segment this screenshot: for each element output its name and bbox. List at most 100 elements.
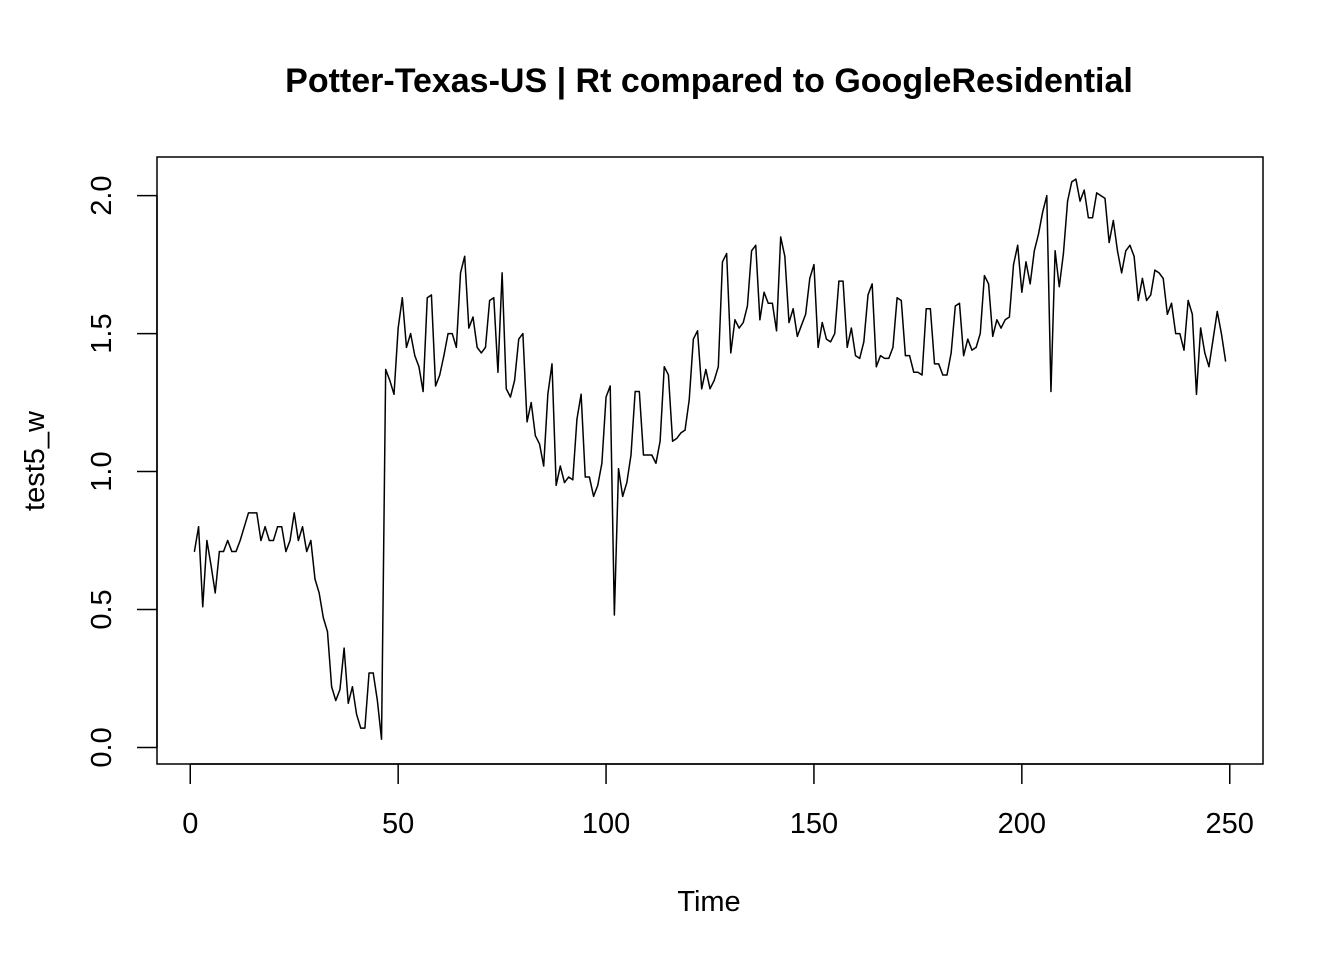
data-point [239,539,241,542]
data-point [210,564,212,566]
data-point [1000,327,1002,329]
data-point [414,355,416,357]
data-point [800,324,803,326]
data-point [755,244,757,246]
data-point [717,366,719,368]
data-point [1033,250,1035,252]
x-tick-label: 100 [582,808,630,840]
data-point [992,335,994,337]
data-point [913,371,915,373]
data-point [376,699,378,702]
data-point [809,277,811,279]
y-tick-label: 0.5 [86,589,118,629]
data-point [767,302,769,304]
data-point [792,308,794,310]
data-point [509,396,512,398]
data-point [293,512,295,514]
data-point [1150,294,1152,296]
data-point [692,338,694,340]
data-point [310,539,312,542]
data-point [1079,200,1081,202]
data-point [771,302,773,304]
data-point [1216,310,1218,313]
data-point [651,454,653,456]
data-point [1050,390,1052,393]
data-point [958,302,961,304]
x-tick-label: 250 [1206,808,1254,840]
data-point [343,647,345,649]
data-point [750,250,753,252]
data-point [617,468,620,470]
data-point [297,539,299,542]
data-point [405,346,408,348]
data-point [385,368,387,371]
data-point [1224,360,1227,362]
data-point [1125,250,1127,252]
data-point [605,396,607,398]
data-point [1100,195,1102,197]
data-point [1220,332,1223,335]
x-axis-label: Time [677,886,740,918]
data-point [1037,233,1040,235]
data-point [817,346,819,348]
data-point [260,539,262,542]
data-point [1183,349,1185,351]
y-axis-label: test5_w [19,410,51,511]
data-point [430,294,433,296]
data-points [193,178,1227,740]
data-point [339,688,341,691]
data-point [285,550,287,553]
data-point [1008,316,1010,318]
data-point [1129,244,1131,246]
data-point [592,495,595,497]
data-point [576,418,578,420]
data-point [206,539,208,542]
data-point [193,550,196,553]
data-point [996,319,998,321]
data-point [896,297,898,299]
data-point [464,255,466,257]
data-point [1204,352,1206,354]
y-axis: 0.0 0.5 1.0 1.5 2.0 [86,175,158,768]
data-point [946,374,948,376]
data-point [613,614,615,616]
y-tick-label: 1.5 [86,313,118,353]
data-point [1062,252,1065,255]
data-point [522,332,524,335]
data-point [584,476,586,478]
data-point [476,346,478,348]
data-point [696,330,699,332]
data-point [1133,255,1135,257]
data-point [1091,217,1094,219]
data-point [289,539,291,542]
data-point [892,346,894,348]
data-point [355,713,358,715]
data-point [214,592,216,594]
data-point [854,355,857,357]
data-point [676,437,678,440]
data-point [1004,319,1006,321]
data-point [888,357,890,360]
data-point [439,374,441,376]
data-point [268,539,270,542]
data-point [264,526,266,528]
data-point [780,236,782,238]
data-point [202,606,204,608]
data-point [709,388,711,390]
plot-frame [156,156,1264,765]
data-point [925,308,927,310]
data-point [1025,261,1027,263]
data-point [1145,299,1148,302]
data-point [1187,299,1189,302]
data-point [518,338,520,340]
data-point [775,330,778,332]
data-point [434,385,437,387]
data-point [721,261,724,263]
data-point [222,550,225,553]
data-point [1108,241,1110,244]
data-point [846,346,848,348]
data-point [322,617,324,619]
x-tick-label: 150 [790,808,838,840]
data-point [422,390,424,393]
data-point [568,476,570,478]
